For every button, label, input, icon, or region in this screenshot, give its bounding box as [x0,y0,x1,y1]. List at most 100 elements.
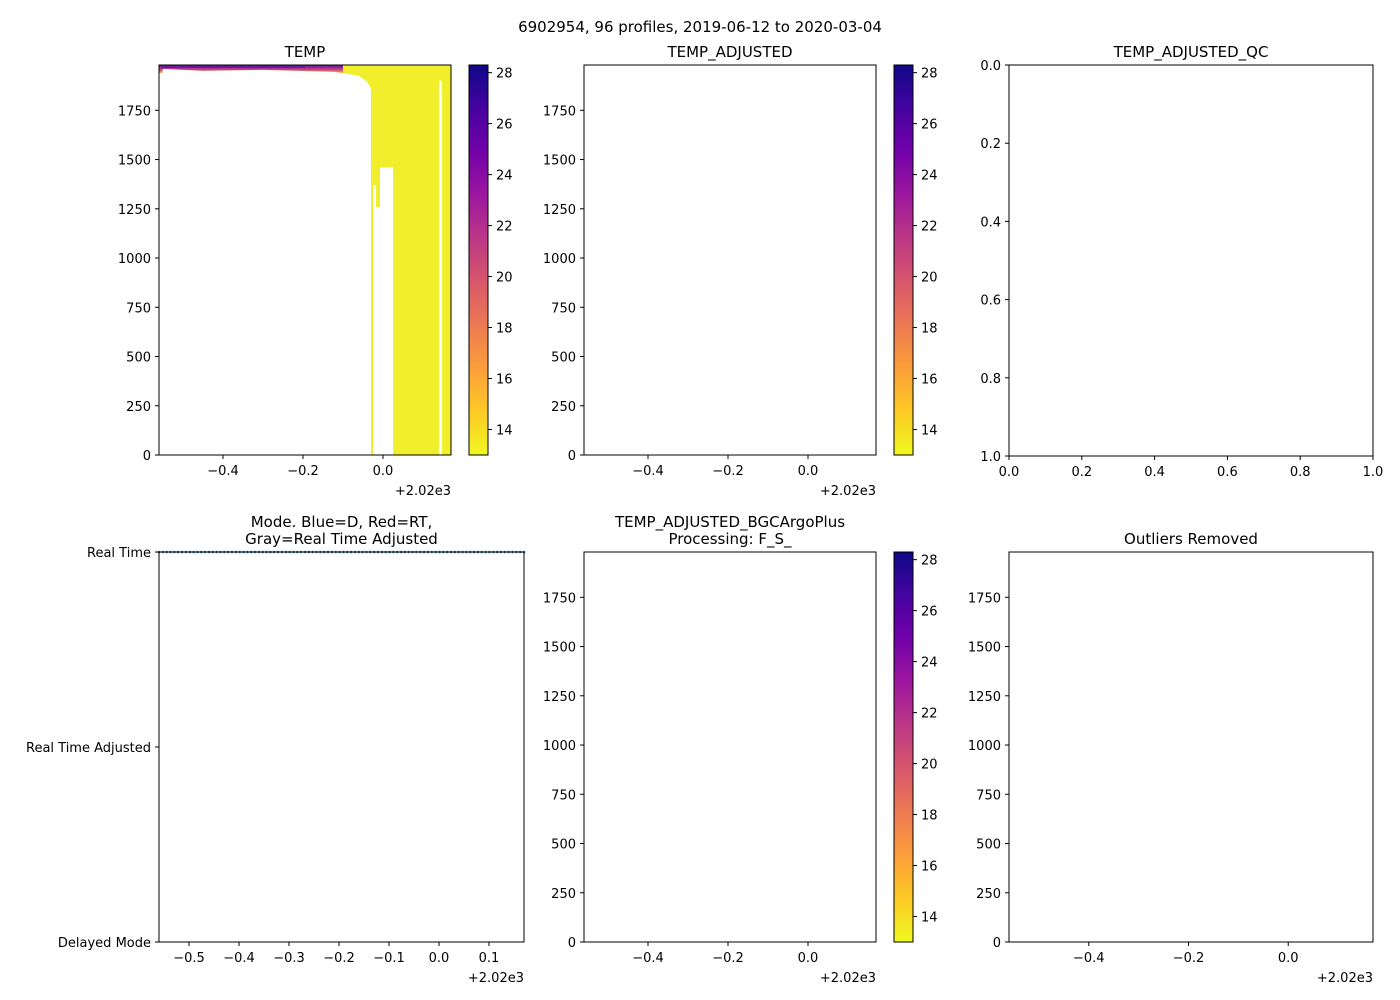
axes-title: Outliers Removed [1124,530,1258,548]
y-tick-label: 1500 [543,641,576,656]
y-tick-label: 250 [976,887,1001,902]
missing-data-bottom [159,68,371,456]
colorbar-tick-label: 28 [921,67,938,82]
colorbar-tick-label: 20 [496,271,513,286]
y-tick-label: 250 [551,887,576,902]
x-tick-label: −0.1 [373,951,405,966]
axes-frame [158,64,452,456]
colorbar-tick-label: 16 [921,860,938,875]
axes-title: TEMP_ADJUSTED_BGCArgoPlus [614,513,845,532]
x-tick-label: 0.1 [479,951,500,966]
colorbar-tick-label: 16 [496,373,513,388]
x-tick-label: −0.4 [207,464,239,479]
colorbar-tick-label: 16 [921,373,938,388]
x-offset-text: +2.02e3 [468,971,524,986]
colorbar-tick-label: 14 [921,424,938,439]
colorbar-tick-label: 22 [921,220,938,235]
y-tick-label: 500 [976,838,1001,853]
x-tick-label: −0.4 [632,951,664,966]
axes-temp: TEMP −0.4 −0.2 0.0+2.02e3 0 250 500 750 1000 1250… [118,43,452,499]
colorbar-gradient [893,64,914,456]
x-offset-text: +2.02e3 [820,484,876,499]
x-tick-label: 0.8 [1290,465,1311,480]
y-tick-label: 500 [126,351,151,366]
y-tick-label: 250 [126,400,151,415]
y-tick-label: 1750 [543,104,576,119]
y-tick-label: 0 [568,936,576,951]
colorbar-tick-label: 28 [496,67,513,82]
y-tick-label: Real Time [87,546,151,561]
colorbar-gradient [468,64,489,456]
figure-title: 6902954, 96 profiles, 2019-06-12 to 2020… [518,18,882,36]
y-tick-label: 0.0 [980,59,1001,74]
y-tick-label: 0.8 [980,372,1001,387]
x-tick-label: −0.2 [1173,951,1205,966]
x-tick-label: 0.0 [999,465,1020,480]
axes-frame [583,551,877,943]
x-tick-label: 0.6 [1217,465,1238,480]
surface-warm-layer [159,65,343,75]
x-tick-label: 0.0 [798,951,819,966]
colorbar-tick-label: 14 [921,911,938,926]
colorbar-tick-label: 26 [921,118,938,133]
y-tick-label: 500 [551,838,576,853]
y-tick-label: 1250 [543,690,576,705]
y-tick-label: 1500 [118,154,151,169]
y-tick-label: 0 [993,936,1001,951]
colorbar-temp: 14 16 18 20 22 24 26 28 [468,64,513,456]
y-tick-label: 1000 [543,739,576,754]
y-tick-label: 750 [551,788,576,803]
x-tick-label: −0.4 [223,951,255,966]
colorbar-tick-label: 18 [921,809,938,824]
y-tick-label: 0.6 [980,294,1001,309]
axes-title: Processing: F_S_ [668,530,792,549]
y-tick-label: 750 [976,788,1001,803]
axes-frame [583,64,877,456]
x-tick-label: −0.2 [323,951,355,966]
y-tick-label: 0 [143,449,151,464]
x-tick-label: −0.2 [712,951,744,966]
surface-core [161,65,305,68]
colorbar-tick-label: 28 [921,554,938,569]
axes-title: Gray=Real Time Adjusted [245,530,438,548]
y-tick-label: 500 [551,351,576,366]
y-tick-label: 1000 [968,739,1001,754]
x-tick-label: 0.2 [1071,465,1092,480]
x-tick-label: 0.0 [373,464,394,479]
y-tick-label: 750 [126,301,151,316]
y-tick-label: 1250 [118,203,151,218]
missing-data-right [439,80,442,456]
y-tick-label: 750 [551,301,576,316]
colorbar-tick-label: 20 [921,758,938,773]
x-tick-label: −0.3 [273,951,305,966]
x-tick-label: 0.0 [429,951,450,966]
axes-frame [1008,551,1374,943]
colorbar-tick-label: 22 [921,707,938,722]
axes-temp_adj: TEMP_ADJUSTED −0.4 −0.2 0.0+2.02e3 0 250 500 75… [543,43,877,499]
colorbar-tick-label: 24 [496,169,513,184]
y-tick-label: 1.0 [980,450,1001,465]
y-tick-label: 250 [551,400,576,415]
colorbar-tick-label: 22 [496,220,513,235]
axes-title: TEMP [284,43,326,61]
colorbar-temp_adj: 14 16 18 20 22 24 26 28 [893,64,938,456]
y-tick-label: Delayed Mode [58,936,151,951]
x-offset-text: +2.02e3 [820,971,876,986]
y-tick-label: 1250 [968,690,1001,705]
y-tick-label: 1750 [543,591,576,606]
y-tick-label: 1500 [543,154,576,169]
x-tick-label: −0.2 [287,464,319,479]
x-tick-label: 0.0 [1278,951,1299,966]
x-tick-label: −0.2 [712,464,744,479]
colorbar-tick-label: 14 [496,424,513,439]
colorbar-tick-label: 26 [496,118,513,133]
axes-title: Mode. Blue=D, Red=RT, [251,513,433,531]
y-tick-label: 0 [568,449,576,464]
y-tick-label: 0.4 [980,215,1001,230]
colorbar-gradient [893,551,914,943]
y-tick-label: 1000 [543,252,576,267]
axes-temp_adj_qc: TEMP_ADJUSTED_QC0.0 0.2 0.4 0.6 0.8 1.00.00.2… [980,43,1383,480]
colorbar-tick-label: 20 [921,271,938,286]
